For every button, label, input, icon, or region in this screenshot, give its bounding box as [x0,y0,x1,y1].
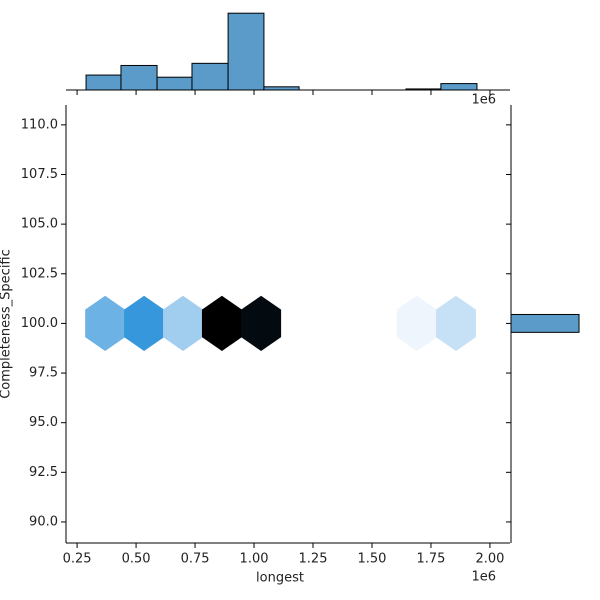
histogram-bar [440,83,478,91]
x-tick-label: 1.50 [358,552,387,567]
x-tick-label: 0.50 [122,552,151,567]
x-tick-label: 1.25 [299,552,328,567]
x-tick-label: 0.75 [181,552,210,567]
hexbin [163,295,204,352]
y-tick-label: 110.0 [21,117,58,132]
y-tick-label: 92.5 [29,465,58,480]
x-tick-label: 1.75 [416,552,445,567]
hexbin [241,295,282,352]
histogram-bar [227,12,265,91]
x-tick-label: 0.25 [63,552,92,567]
histogram-bar [510,313,580,333]
y-tick-label: 100.0 [21,316,58,331]
histogram-bar [120,64,158,91]
histogram-bar [156,76,193,91]
x-tick-label: 1.00 [240,552,269,567]
x-offset-label-top: 1e6 [471,93,496,108]
hexbin [124,295,165,352]
hexbin [85,295,126,352]
hexbin [396,295,437,352]
y-tick-label: 107.5 [21,167,58,182]
y-axis-label: Completeness_Specific [0,249,14,399]
y-tick-label: 105.0 [21,217,58,232]
x-tick-label: 2.00 [475,552,504,567]
y-tick-label: 102.5 [21,266,58,281]
histogram-bar [85,74,122,91]
hexbin [201,295,242,352]
x-axis-label: longest [256,571,304,586]
histogram-bar [405,88,442,91]
y-tick-label: 90.0 [29,514,58,529]
y-tick-label: 97.5 [29,366,58,381]
hexbin [435,295,476,352]
y-tick-label: 95.0 [29,415,58,430]
histogram-bar [191,62,229,91]
histogram-bar [263,86,300,91]
x-offset-label: 1e6 [471,570,496,585]
